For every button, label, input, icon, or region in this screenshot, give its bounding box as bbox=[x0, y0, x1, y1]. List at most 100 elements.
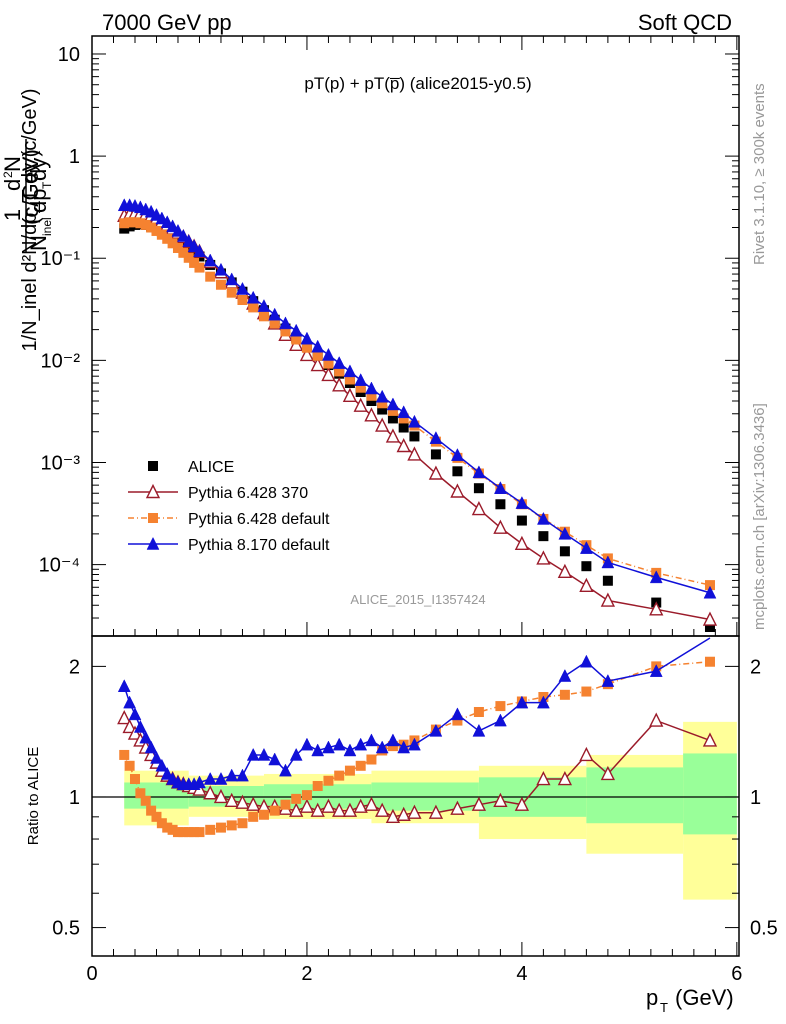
ratio-point-pythia-8-170-default bbox=[279, 763, 292, 777]
main-point-pythia-6-428-370 bbox=[299, 346, 315, 362]
ratio-point-pythia-6-428-370 bbox=[428, 804, 444, 819]
main-point-pythia-6-428-default bbox=[237, 294, 248, 305]
main-point-pythia-8-170-default bbox=[203, 253, 217, 267]
ratio-point-pythia-6-428-default bbox=[205, 824, 216, 835]
ratio-point-pythia-8-170-default bbox=[203, 771, 217, 785]
ratio-point-pythia-8-170-default bbox=[397, 740, 411, 754]
main-point-alice bbox=[538, 531, 549, 542]
main-point-alice bbox=[366, 396, 377, 407]
main-point-pythia-6-428-default bbox=[183, 252, 194, 263]
svg-text:d: d bbox=[0, 179, 25, 191]
ratio-point-pythia-8-170-default bbox=[128, 707, 142, 721]
ratio-point-pythia-8-170-default bbox=[311, 743, 325, 757]
main-point-pythia-6-428-370 bbox=[536, 550, 551, 565]
main-point-pythia-6-428-370 bbox=[364, 407, 379, 422]
ratio-point-pythia-6-428-default bbox=[172, 827, 183, 838]
header-left: 7000 GeV pp bbox=[102, 10, 232, 35]
main-point-pythia-6-428-default bbox=[156, 229, 167, 240]
legend-label-pythia-8-170-default: Pythia 8.170 default bbox=[188, 537, 330, 554]
ratio-point-pythia-6-428-370 bbox=[514, 796, 530, 811]
main-point-pythia-8-170-default bbox=[365, 381, 378, 395]
main-point-alice bbox=[452, 466, 463, 477]
main-point-pythia-6-428-default bbox=[387, 405, 398, 416]
main-point-pythia-6-428-370 bbox=[321, 366, 336, 382]
main-point-pythia-8-170-default bbox=[375, 389, 389, 403]
main-point-pythia-6-428-default bbox=[119, 218, 130, 229]
main-point-alice bbox=[602, 575, 613, 586]
ratio-point-pythia-6-428-default bbox=[135, 788, 146, 799]
y-axis-title: 1/N_inel d²N/dp_T dy (c/GeV) (c/GeV) 1 d… bbox=[0, 88, 54, 351]
ratio-axis-ticks: 0.5 0.5 1 1 2 2 0 2 4 6 bbox=[52, 656, 778, 985]
ratio-point-pythia-8-170-default bbox=[536, 695, 550, 709]
ratio-point-pythia-6-428-default bbox=[269, 805, 280, 816]
ratio-point-pythia-8-170-default bbox=[268, 752, 282, 766]
main-point-pythia-8-170-default bbox=[311, 339, 325, 353]
ratio-series bbox=[117, 637, 718, 838]
ratio-point-pythia-6-428-370 bbox=[579, 746, 594, 762]
main-point-alice bbox=[377, 404, 388, 415]
main-point-pythia-8-170-default bbox=[322, 347, 335, 361]
main-point-pythia-6-428-370 bbox=[450, 483, 465, 498]
main-point-pythia-8-170-default bbox=[386, 397, 400, 411]
main-point-pythia-8-170-default bbox=[451, 448, 464, 461]
main-point-pythia-8-170-default bbox=[601, 555, 615, 569]
ratio-point-pythia-8-170-default bbox=[257, 747, 271, 761]
main-point-pythia-6-428-370 bbox=[353, 397, 368, 412]
main-y-tick-label: 10⁻¹ bbox=[41, 248, 81, 270]
ratio-point-pythia-8-170-default bbox=[225, 768, 239, 782]
ratio-point-pythia-8-170-default bbox=[160, 766, 174, 780]
ratio-y-label: Ratio to ALICE bbox=[25, 747, 42, 845]
ratio-point-pythia-8-170-default bbox=[494, 713, 507, 727]
main-point-pythia-8-170-default bbox=[579, 541, 593, 554]
ratio-point-pythia-8-170-default bbox=[332, 737, 346, 751]
ratio-point-pythia-6-428-default bbox=[151, 811, 162, 822]
main-point-alice bbox=[183, 243, 194, 254]
ratio-point-pythia-6-428-default bbox=[146, 805, 157, 816]
main-point-pythia-6-428-default bbox=[194, 262, 205, 273]
ratio-point-pythia-6-428-370 bbox=[213, 788, 229, 804]
ratio-point-pythia-6-428-default bbox=[194, 827, 205, 838]
ratio-point-pythia-8-170-default bbox=[300, 737, 314, 751]
main-point-pythia-8-170-default bbox=[397, 405, 411, 419]
ratio-y-tick-label-right: 1 bbox=[750, 787, 761, 809]
main-point-pythia-8-170-default bbox=[246, 290, 260, 304]
main-point-pythia-6-428-default bbox=[129, 217, 140, 228]
ratio-point-pythia-6-428-370 bbox=[702, 732, 718, 747]
ratio-point-pythia-6-428-370 bbox=[235, 794, 250, 809]
main-point-pythia-6-428-default bbox=[189, 257, 200, 268]
ratio-point-pythia-6-428-default bbox=[248, 811, 259, 822]
ratio-point-pythia-6-428-370 bbox=[203, 785, 218, 800]
ratio-y-tick-label-right: 2 bbox=[750, 656, 761, 678]
ratio-point-pythia-6-428-default bbox=[291, 793, 302, 804]
main-point-pythia-8-170-default bbox=[182, 234, 196, 247]
ratio-point-pythia-8-170-default bbox=[375, 740, 389, 754]
main-point-pythia-8-170-default bbox=[354, 373, 368, 386]
ratio-point-pythia-6-428-default bbox=[452, 715, 463, 726]
rivet-label: Rivet 3.1.10, ≥ 300k events bbox=[751, 83, 768, 265]
main-point-pythia-8-170-default bbox=[300, 331, 314, 345]
legend: ALICE Pythia 6.428 370 Pythia 6.428 defaul… bbox=[128, 459, 330, 554]
main-point-pythia-6-428-default bbox=[301, 342, 312, 353]
ratio-point-pythia-6-428-default bbox=[323, 775, 334, 786]
ratio-point-pythia-6-428-default bbox=[495, 701, 506, 712]
ratio-point-pythia-6-428-370 bbox=[493, 792, 508, 807]
ratio-point-pythia-6-428-default bbox=[226, 820, 237, 831]
ratio-point-pythia-6-428-370 bbox=[385, 808, 401, 824]
main-point-alice bbox=[516, 515, 527, 526]
ratio-point-pythia-6-428-370 bbox=[450, 800, 465, 815]
ratio-point-pythia-6-428-default bbox=[189, 827, 200, 838]
main-point-pythia-6-428-default bbox=[162, 233, 173, 244]
ratio-point-pythia-8-170-default bbox=[193, 775, 206, 789]
ratio-point-pythia-6-428-default bbox=[280, 799, 291, 810]
ratio-point-pythia-8-170-default bbox=[579, 654, 593, 668]
main-point-pythia-6-428-default bbox=[248, 302, 259, 313]
ratio-point-pythia-6-428-370 bbox=[536, 770, 551, 786]
main-point-pythia-8-170-default bbox=[225, 272, 239, 286]
main-point-pythia-6-428-370 bbox=[396, 437, 411, 453]
ratio-point-pythia-6-428-370 bbox=[321, 798, 336, 813]
ratio-point-pythia-6-428-default bbox=[366, 754, 377, 765]
svg-text:1: 1 bbox=[0, 209, 25, 221]
ratio-point-pythia-6-428-370 bbox=[299, 798, 315, 813]
ratio-point-pythia-8-170-default bbox=[144, 740, 158, 754]
